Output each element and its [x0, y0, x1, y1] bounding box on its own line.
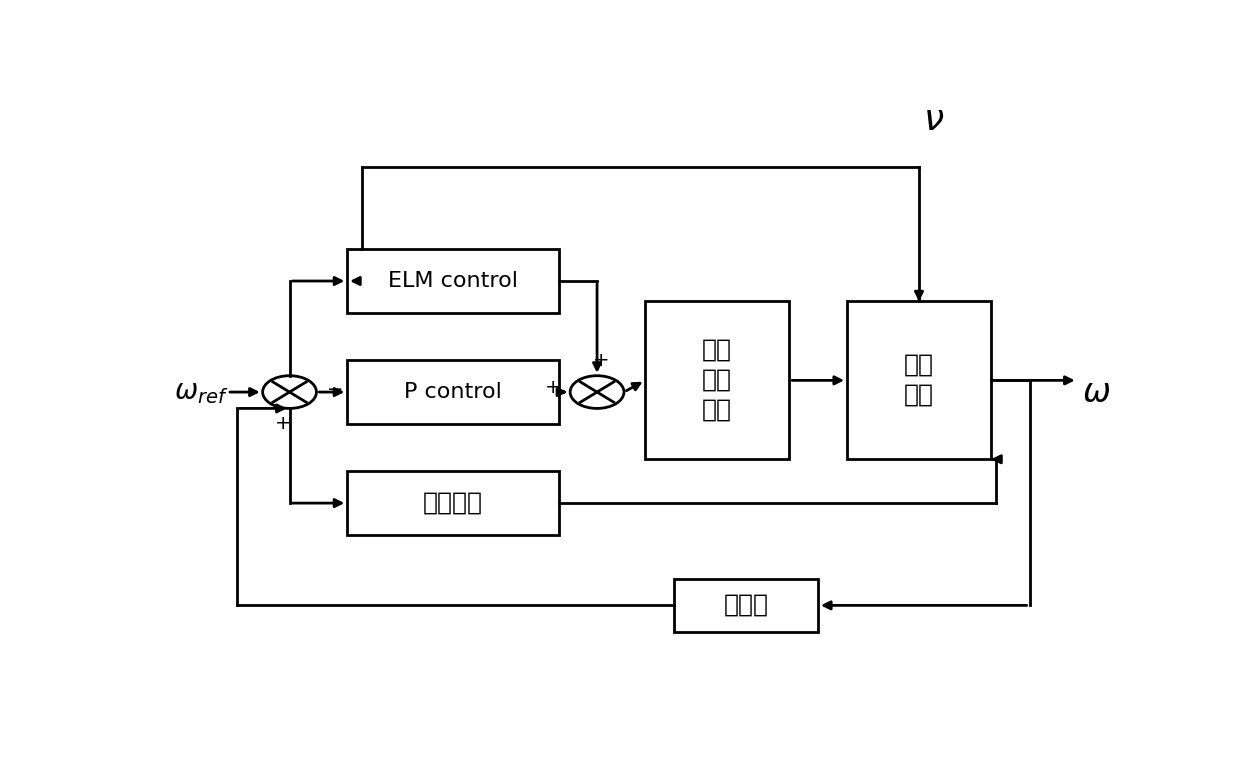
Bar: [675, 579, 818, 631]
Text: 风电
机组: 风电 机组: [904, 354, 934, 407]
Text: $-$: $-$: [326, 378, 342, 397]
Text: $\nu$: $\nu$: [923, 103, 944, 137]
Text: $+$: $+$: [544, 378, 560, 397]
Text: $\omega$: $\omega$: [1083, 376, 1111, 408]
Text: $+$: $+$: [591, 351, 608, 370]
Text: $\omega_{ref}$: $\omega_{ref}$: [174, 378, 228, 406]
Bar: [645, 301, 789, 459]
Bar: [347, 471, 559, 535]
Text: ELM control: ELM control: [388, 271, 518, 291]
Bar: [347, 360, 559, 424]
Text: 滤波器: 滤波器: [723, 594, 769, 617]
Text: P control: P control: [404, 382, 502, 402]
Bar: [347, 249, 559, 313]
Text: 变桨
执行
机构: 变桨 执行 机构: [702, 339, 732, 422]
Bar: [847, 301, 991, 459]
Text: $+$: $+$: [274, 414, 290, 433]
Text: 转矩控制: 转矩控制: [423, 492, 482, 515]
